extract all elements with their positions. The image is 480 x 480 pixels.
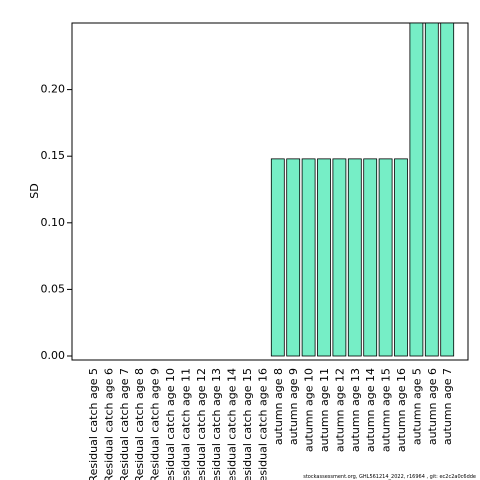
x-tick-label: autumn age 7 (441, 368, 454, 445)
x-tick-label: autumn age 14 (364, 368, 377, 452)
x-tick-label: autumn age 15 (380, 368, 393, 452)
x-tick-label: Residual catch age 16 (256, 368, 269, 480)
bar (301, 158, 316, 357)
bar (440, 22, 455, 357)
x-tick-label: Residual catch age 6 (102, 368, 115, 480)
x-tick-label: autumn age 5 (410, 368, 423, 445)
bar (394, 158, 408, 357)
x-tick-label: autumn age 8 (272, 368, 285, 445)
y-axis-label: SD (28, 183, 41, 198)
plot-frame (71, 22, 469, 361)
x-tick-label: autumn age 10 (303, 368, 316, 452)
x-tick-label: Residual catch age 7 (118, 368, 131, 480)
x-tick-label: Residual catch age 12 (195, 368, 208, 480)
bar (363, 158, 378, 357)
x-tick-label: autumn age 16 (395, 368, 408, 452)
y-tick-label: 0.20 (41, 83, 66, 96)
x-tick-label: autumn age 11 (318, 368, 331, 452)
x-tick-label: Residual catch age 5 (87, 368, 100, 480)
y-tick-label: 0.10 (41, 216, 66, 229)
x-tick-label: Residual catch age 14 (226, 368, 239, 480)
y-tick-label: 0.15 (41, 149, 66, 162)
footer: stockassessment.org, GHL561214_2022, r16… (303, 474, 476, 480)
x-tick-label: autumn age 9 (287, 368, 300, 445)
bar (286, 158, 301, 357)
x-tick-label: Residual catch age 13 (210, 368, 223, 480)
x-tick-label: Residual catch age 11 (179, 368, 192, 480)
bar (332, 158, 347, 357)
x-tick-label: Residual catch age 15 (241, 368, 254, 480)
x-tick-label: autumn age 6 (426, 368, 439, 445)
y-tick-label: 0.05 (41, 282, 66, 295)
x-tick-label: Residual catch age 8 (133, 368, 146, 480)
x-tick-label: Residual catch age 10 (164, 368, 177, 480)
x-tick-label: Residual catch age 9 (149, 368, 162, 480)
bar (409, 22, 424, 357)
x-tick-label: autumn age 12 (333, 368, 346, 452)
bar (424, 22, 439, 357)
bar (270, 158, 285, 357)
x-tick-label: autumn age 13 (349, 368, 362, 452)
bar (347, 158, 362, 357)
y-tick-label: 0.00 (41, 349, 66, 362)
bar (317, 158, 331, 357)
bar (378, 158, 393, 357)
